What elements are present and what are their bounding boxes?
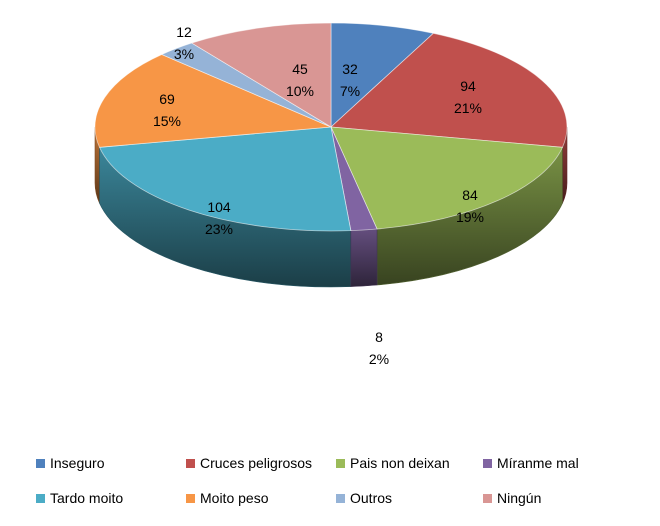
data-label-percent: 21% [454, 100, 482, 116]
data-label-percent: 3% [174, 46, 194, 62]
data-label-value: 84 [462, 187, 478, 203]
legend-item-label: Moito peso [200, 490, 269, 506]
data-label-value: 45 [292, 61, 308, 77]
legend-item-label: Inseguro [50, 455, 105, 471]
legend-item-label: Míranme mal [497, 455, 579, 471]
pie-sides [94, 126, 568, 288]
legend: Inseguro Cruces peligrosos Pais non deixan… [36, 455, 579, 506]
slice-cruces-peligrosos [330, 32, 568, 148]
legend-swatch [483, 459, 492, 468]
slice-tardo-moito [98, 126, 352, 232]
legend-item-label: Ningún [497, 490, 541, 506]
slice-ningún [190, 22, 332, 128]
legend-swatch [336, 494, 345, 503]
data-label-value: 32 [342, 61, 358, 77]
legend-item-label: Pais non deixan [350, 455, 450, 471]
pie-slices [94, 22, 568, 232]
legend-swatch [36, 459, 45, 468]
data-labels: 32 7% 94 21% 84 19% 8 2% 104 23% 69 15% 12 3% 45 10% [153, 24, 484, 367]
data-label-percent: 2% [369, 351, 389, 367]
legend-swatch [186, 459, 195, 468]
data-label-percent: 19% [456, 209, 484, 225]
legend-swatch [36, 494, 45, 503]
slice-side-míranme-mal [350, 228, 378, 287]
data-label-value: 94 [460, 78, 476, 94]
legend-item-label: Outros [350, 490, 392, 506]
legend-swatch [186, 494, 195, 503]
data-label-value: 104 [207, 199, 231, 215]
data-label-percent: 10% [286, 83, 314, 99]
slice-pais-non-deixan [330, 126, 564, 230]
legend-swatch [483, 494, 492, 503]
legend-item-label: Tardo moito [50, 490, 123, 506]
data-label-percent: 15% [153, 113, 181, 129]
legend-swatch [336, 459, 345, 468]
slice-inseguro [330, 22, 435, 128]
data-label-percent: 7% [340, 83, 360, 99]
legend-item-label: Cruces peligrosos [200, 455, 312, 471]
data-label-value: 8 [375, 329, 383, 345]
data-label-percent: 23% [205, 221, 233, 237]
data-label-value: 12 [176, 24, 192, 40]
data-label-value: 69 [159, 91, 175, 107]
slice-moito-peso [94, 54, 332, 148]
